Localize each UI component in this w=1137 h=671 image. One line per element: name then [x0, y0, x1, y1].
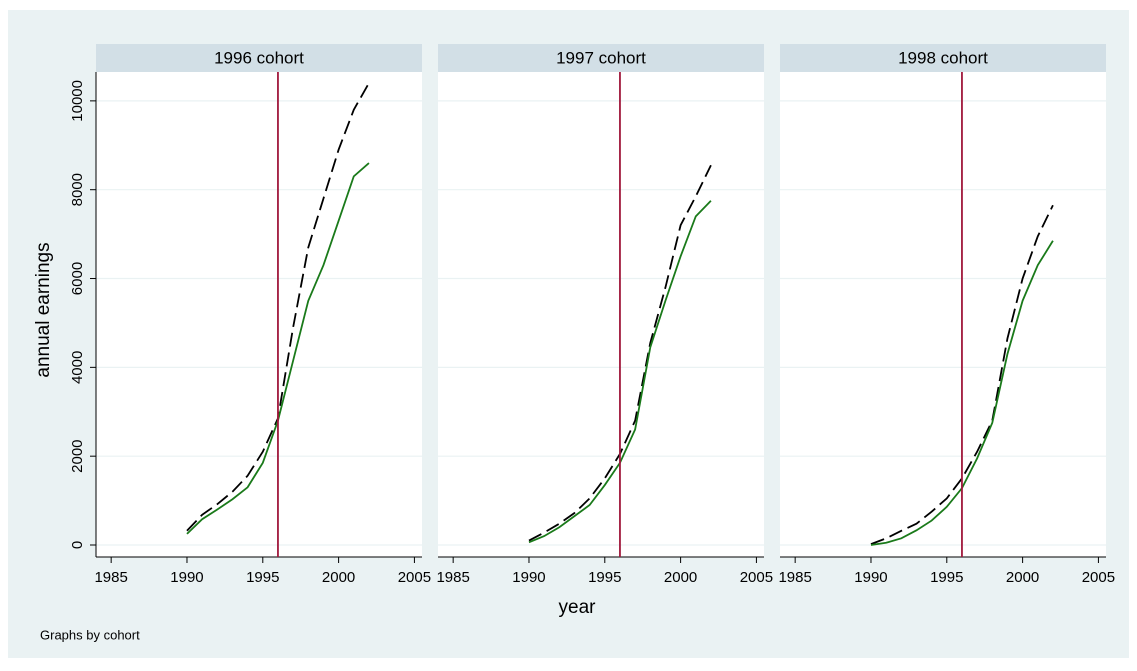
y-tick-label: 0	[69, 541, 86, 549]
plot-area	[780, 72, 1106, 557]
x-tick-label: 2000	[1006, 569, 1039, 586]
x-tick-label: 1985	[94, 569, 127, 586]
x-axis-label: year	[559, 597, 597, 618]
x-tick-label: 1995	[930, 569, 963, 586]
panel-header	[438, 44, 764, 72]
x-tick-label: 2000	[664, 569, 697, 586]
x-tick-label: 1985	[778, 569, 811, 586]
x-tick-label: 1990	[512, 569, 545, 586]
panel-header	[96, 44, 422, 72]
plot-area	[96, 72, 422, 557]
y-axis-label: annual earnings	[33, 242, 54, 377]
x-tick-label: 2005	[740, 569, 773, 586]
x-tick-label: 1990	[170, 569, 203, 586]
y-tick-label: 6000	[69, 262, 86, 295]
y-tick-label: 8000	[69, 173, 86, 206]
note: Graphs by cohort	[40, 627, 140, 642]
y-tick-label: 2000	[69, 439, 86, 472]
x-tick-label: 2005	[398, 569, 431, 586]
line	[870, 204, 1054, 545]
plot-area	[438, 72, 764, 557]
panel-title: 1998 cohort	[898, 48, 988, 67]
x-tick-label: 1985	[436, 569, 469, 586]
x-tick-label: 1995	[246, 569, 279, 586]
x-tick-label: 1990	[854, 569, 887, 586]
y-tick-label: 4000	[69, 351, 86, 384]
x-tick-label: 1995	[588, 569, 621, 586]
panel-title: 1996 cohort	[214, 48, 304, 67]
y-tick-label: 10000	[69, 80, 86, 122]
panel-header	[780, 44, 1106, 72]
x-tick-label: 2000	[322, 569, 355, 586]
x-tick-label: 2005	[1082, 569, 1115, 586]
panel-title: 1997 cohort	[556, 48, 646, 67]
